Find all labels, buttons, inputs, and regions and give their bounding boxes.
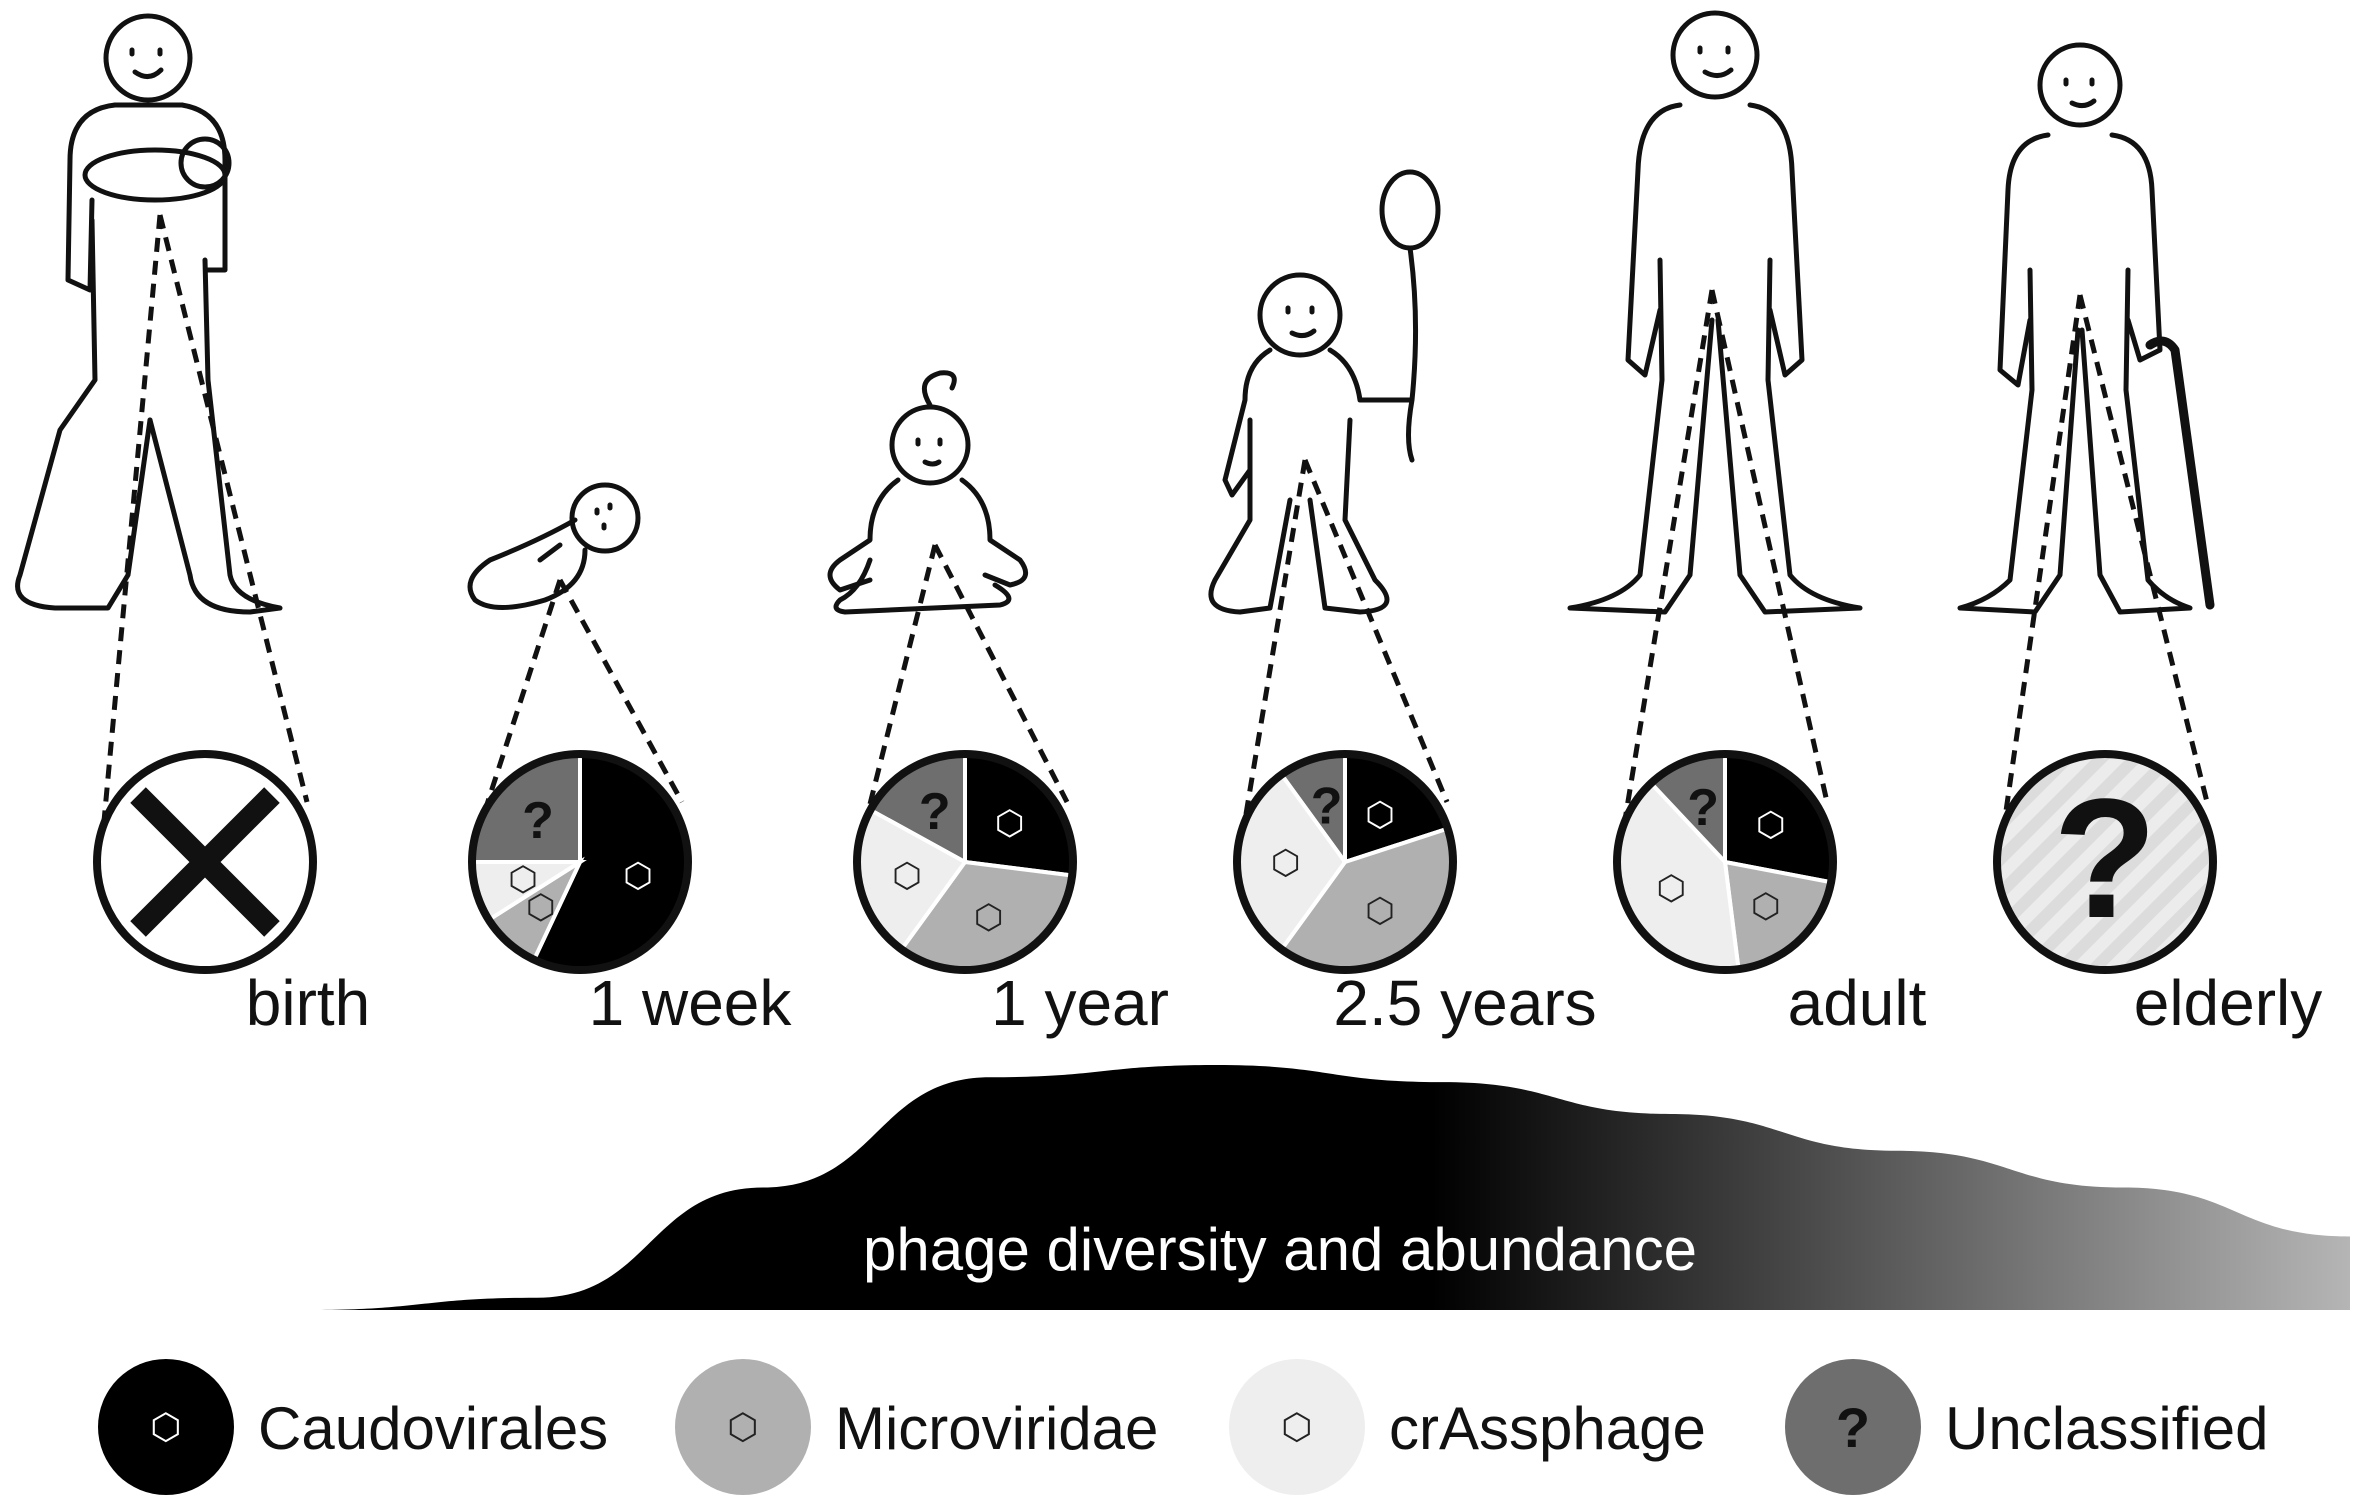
legend-swatch-crassphage (1229, 1359, 1365, 1495)
adult-holding-newborn-figure (15, 13, 283, 615)
adult-figure (1567, 10, 1863, 615)
diversity-abundance-wedge (310, 1065, 2350, 1310)
stage-label-twohalf: 2.5 years (1333, 967, 1596, 1039)
microviridae-phage-icon: ⬡ (1365, 891, 1395, 931)
toddler-with-balloon-figure (1208, 169, 1441, 615)
legend-item-microviridae: ⬡ Microviridae (675, 1359, 1158, 1495)
pie-birth (93, 750, 317, 974)
callout-line (2077, 294, 2210, 803)
caudovirales-phage-icon: ⬡ (995, 804, 1025, 844)
pie-adult: ? ⬡⬡⬡ (1613, 750, 1837, 974)
pie-year: ? ⬡ ⬡ ⬡ (853, 750, 1077, 974)
caudovirales-phage-icon: ⬡ (150, 1407, 181, 1448)
legend-item-crassphage: ⬡ crAssphage (1229, 1359, 1706, 1495)
callout-line (860, 544, 938, 833)
legend: ⬡ Caudovirales ⬡ Microviridae ⬡ crAssphage? Un… (98, 1359, 2268, 1495)
legend-swatch-microviridae (675, 1359, 811, 1495)
stage-label-elderly: elderly (2134, 967, 2323, 1039)
caudovirales-phage-icon: ⬡ (623, 856, 653, 896)
caudovirales-phage-icon: ⬡ (1365, 795, 1395, 835)
pie-twohalf: ? ⬡⬡⬡ (1233, 750, 1457, 974)
pie-outline (468, 750, 692, 974)
callout-line (1709, 289, 1830, 803)
microviridae-phage-icon: ⬡ (1751, 886, 1781, 926)
caudovirales-phage-icon: ⬡ (1756, 805, 1786, 845)
legend-item-unclassified: ? Unclassified (1785, 1359, 2268, 1495)
callout-line (557, 578, 685, 804)
crassphage-phage-icon: ⬡ (892, 856, 922, 896)
legend-label-microviridae: Microviridae (835, 1395, 1158, 1462)
stage-label-year: 1 year (991, 967, 1169, 1039)
pie-outline (1993, 750, 2217, 974)
pie-outline (1233, 750, 1457, 974)
callout-line (1302, 459, 1450, 803)
crassphage-phage-icon: ⬡ (508, 860, 538, 900)
legend-label-caudovirales: Caudovirales (258, 1395, 608, 1462)
callout-line (475, 579, 563, 833)
microviridae-phage-icon: ⬡ (974, 898, 1004, 938)
unclassified-mark: ? (522, 792, 554, 850)
unclassified-mark: ? (919, 783, 951, 841)
callout-line (100, 214, 163, 833)
stage-labels: birth 1 week 1 year 2.5 years adult elderly (246, 967, 2323, 1039)
crassphage-phage-icon: ⬡ (1271, 843, 1301, 883)
diversity-abundance-label: phage diversity and abundance (863, 1216, 1697, 1283)
elderly-figure (1957, 42, 2215, 615)
pie-outline (853, 750, 1077, 974)
callout-line (932, 543, 1070, 804)
unknown-composition-mark: ? (2053, 764, 2157, 954)
legend-label-crassphage: crAssphage (1389, 1395, 1706, 1462)
no-phage-cross-icon (130, 787, 280, 937)
callout-line (1620, 289, 1715, 833)
callout-lines (100, 214, 2210, 833)
microviridae-phage-icon: ⬡ (727, 1407, 758, 1448)
pie-week: ?⬡⬡⬡ (468, 750, 692, 974)
newborn-figure (467, 482, 641, 610)
unclassified-mark: ? (1836, 1396, 1870, 1459)
legend-item-caudovirales: ⬡ Caudovirales (98, 1359, 608, 1495)
crassphage-phage-icon: ⬡ (1281, 1407, 1312, 1448)
stage-label-adult: adult (1788, 967, 1927, 1039)
composition-pies: ?⬡⬡⬡? ⬡⬡⬡? ⬡⬡⬡? ⬡⬡⬡? (93, 750, 2217, 974)
stage-label-week: 1 week (589, 967, 793, 1039)
crassphage-phage-icon: ⬡ (1656, 868, 1686, 908)
legend-swatch-caudovirales (98, 1359, 234, 1495)
legend-label-unclassified: Unclassified (1945, 1395, 2268, 1462)
callout-line (1240, 459, 1308, 833)
callout-line (2000, 294, 2083, 833)
callout-line (157, 214, 310, 803)
stage-label-birth: birth (246, 967, 371, 1039)
pie-elderly: ? (1993, 750, 2217, 974)
pie-outline (1613, 750, 1837, 974)
infant-figure (827, 370, 1029, 615)
legend-swatch-unclassified (1785, 1359, 1921, 1495)
